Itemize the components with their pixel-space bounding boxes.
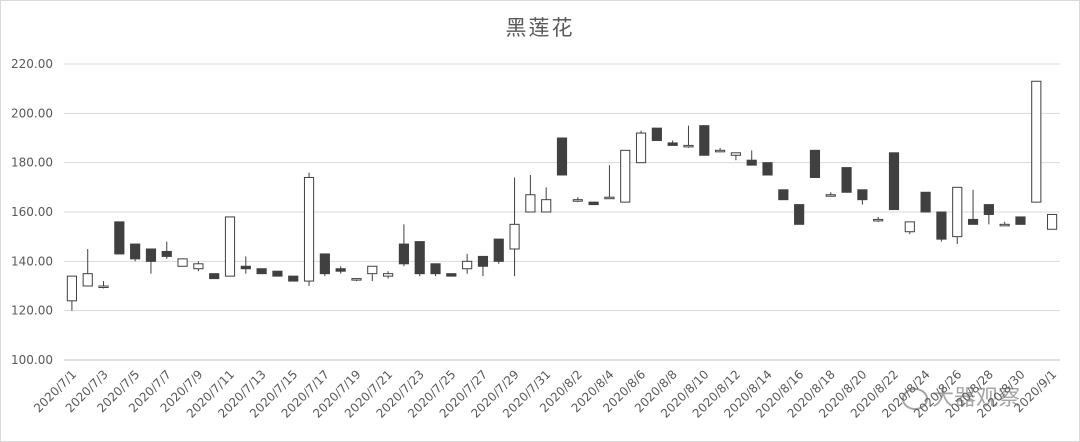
y-tick-label: 120.00	[11, 304, 53, 318]
candle-body	[145, 248, 157, 262]
candle-body	[335, 268, 346, 272]
candle-body	[635, 132, 647, 164]
candle-body	[604, 196, 615, 200]
candle-body	[778, 189, 789, 201]
candle-body	[303, 176, 315, 282]
candle-body	[920, 191, 931, 213]
candle-body	[620, 149, 631, 203]
candle-body	[398, 243, 409, 265]
candle-body	[809, 149, 821, 178]
y-tick-label: 160.00	[11, 205, 53, 219]
candle-body	[525, 194, 536, 213]
candle-body	[493, 238, 504, 262]
candle-body	[351, 278, 362, 281]
gridlines	[64, 63, 1060, 361]
candle-body	[240, 265, 251, 270]
candle-body	[193, 263, 204, 270]
candle-body	[383, 273, 394, 277]
candle-body	[651, 127, 662, 141]
candle-body	[683, 144, 694, 148]
y-tick-label: 100.00	[11, 353, 53, 367]
candle-body	[904, 221, 915, 233]
candle-body	[572, 199, 583, 202]
candle-body	[66, 275, 77, 302]
candle-body	[667, 142, 678, 146]
candles	[66, 80, 1058, 311]
watermark: 大器观察	[902, 380, 1020, 412]
candle-body	[367, 265, 378, 275]
candle-body	[857, 189, 868, 201]
candle-body	[730, 152, 741, 156]
candle-body	[177, 258, 188, 267]
candle-body	[82, 273, 93, 287]
candle-body	[952, 186, 963, 238]
wechat-icon	[902, 388, 928, 410]
candle-body	[762, 162, 773, 176]
candle-body	[462, 260, 473, 270]
candle-body	[509, 223, 520, 250]
candle-body	[430, 263, 441, 275]
y-tick-label: 200.00	[11, 106, 53, 120]
candle-body	[477, 255, 489, 267]
candle-body	[794, 204, 805, 225]
candle-body	[272, 270, 283, 277]
candle-body	[967, 218, 979, 225]
candle-body	[319, 253, 330, 275]
candle-body	[746, 159, 757, 166]
candle-body	[224, 216, 236, 277]
candle-body	[983, 204, 994, 215]
candle-body	[1031, 80, 1042, 203]
candle-body	[114, 221, 125, 255]
candle-body	[825, 194, 836, 197]
y-tick-label: 140.00	[11, 254, 53, 268]
candle-body	[209, 273, 220, 280]
candle-body	[588, 201, 599, 206]
candle-body	[414, 241, 425, 275]
candle-body	[699, 125, 710, 156]
y-tick-label: 220.00	[11, 57, 53, 71]
chart-title: 黑莲花	[505, 16, 575, 40]
candle-body	[1015, 216, 1026, 225]
candle-body	[446, 273, 457, 277]
y-tick-label: 180.00	[11, 156, 53, 170]
candle-body	[999, 223, 1010, 227]
candle-body	[256, 268, 267, 275]
candle-body	[98, 285, 109, 288]
candle-body	[130, 243, 141, 260]
candle-body	[541, 199, 552, 213]
candle-body	[556, 137, 568, 176]
candle-body	[936, 211, 947, 240]
candle-body	[1047, 213, 1058, 230]
watermark-text: 大器观察	[932, 386, 1021, 411]
candle-body	[715, 149, 726, 153]
candle-body	[161, 250, 172, 257]
candle-body	[841, 167, 852, 193]
candle-body	[888, 152, 900, 211]
candle-body	[288, 275, 299, 282]
y-axis-ticks: 100.00 120.00 140.00 160.00 180.00 200.00 220.…	[11, 57, 53, 367]
candle-body	[873, 218, 884, 222]
